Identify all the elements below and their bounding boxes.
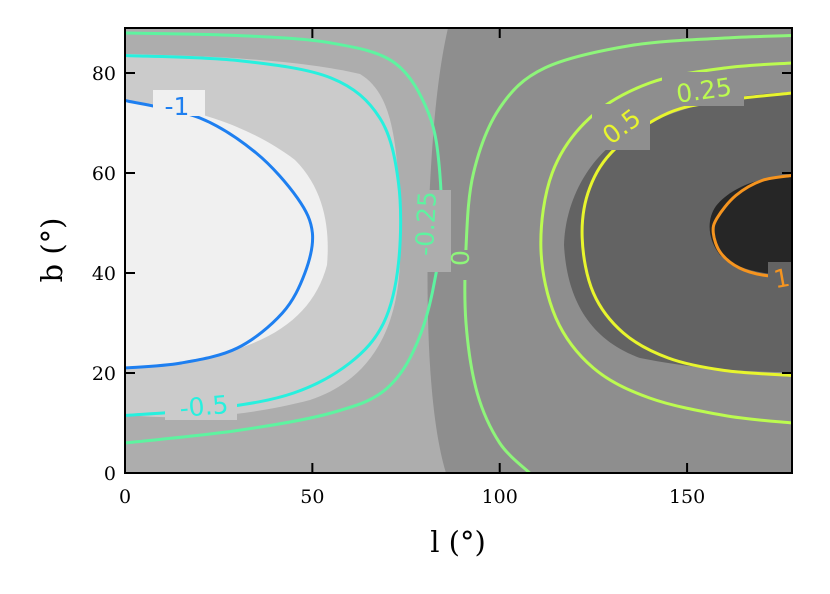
label-gap-0 bbox=[454, 250, 484, 280]
label-gap-0.5 bbox=[592, 104, 650, 150]
contour-label-0: 0 bbox=[446, 250, 475, 266]
y-tick-label-20: 20 bbox=[92, 363, 116, 385]
x-axis-ticks: 0 50 100 150 bbox=[119, 28, 705, 508]
x-tick-label-100: 100 bbox=[482, 486, 518, 508]
y-tick-label-0: 0 bbox=[104, 463, 116, 485]
label-gap-1 bbox=[768, 262, 792, 292]
contour-label-minus-0.5: -0.5 bbox=[178, 390, 229, 423]
y-tick-label-40: 40 bbox=[92, 263, 116, 285]
x-tick-label-0: 0 bbox=[119, 486, 131, 508]
contour-label-minus-0.25: -0.25 bbox=[410, 191, 442, 257]
label-gap-0.25 bbox=[662, 72, 744, 106]
contour-line-1 bbox=[711, 174, 792, 278]
contour-line-0.5 bbox=[580, 91, 792, 377]
x-tick-label-150: 150 bbox=[669, 486, 705, 508]
y-tick-label-80: 80 bbox=[92, 63, 116, 85]
contour-labels: -1 -0.5 -0.25 0 0.25 0.5 1 bbox=[153, 72, 792, 423]
x-tick-label-50: 50 bbox=[300, 486, 324, 508]
label-gap-minus-0.25 bbox=[415, 190, 451, 272]
band-below-minus-1 bbox=[125, 101, 328, 368]
contour-label-1: 1 bbox=[771, 263, 792, 294]
x-axis-title: l (°) bbox=[430, 525, 486, 559]
label-gap-minus-0.5 bbox=[165, 390, 237, 420]
label-gap-minus-1 bbox=[153, 90, 205, 116]
y-axis-title: b (°) bbox=[35, 218, 69, 283]
contour-line-minus-1 bbox=[125, 99, 315, 370]
plot-frame bbox=[124, 27, 793, 474]
y-tick-label-60: 60 bbox=[92, 163, 116, 185]
contour-label-minus-1: -1 bbox=[165, 92, 190, 121]
y-axis-ticks: 0 20 40 60 80 bbox=[92, 63, 792, 485]
contour-line-minus-0.5 bbox=[125, 54, 403, 417]
contour-line-0 bbox=[463, 34, 792, 473]
band-0.5-to-1 bbox=[564, 92, 792, 372]
